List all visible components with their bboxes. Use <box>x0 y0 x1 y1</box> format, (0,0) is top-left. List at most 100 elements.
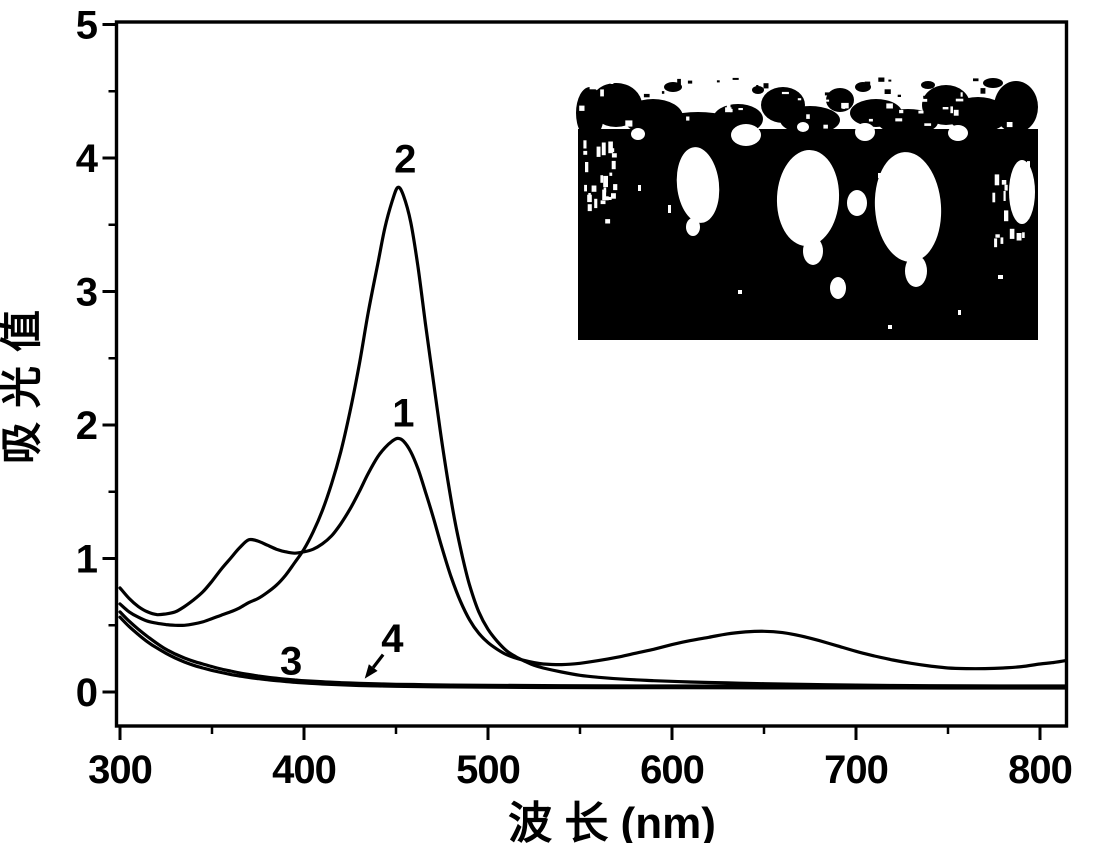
inset-speckle <box>841 102 849 109</box>
inset-speckle <box>923 95 927 98</box>
inset-speckle <box>732 77 739 80</box>
inset-speckle <box>953 109 959 116</box>
inset-streak-left <box>591 185 597 192</box>
inset-streak-right <box>1022 206 1025 217</box>
inset-canopy-blob <box>983 78 1003 88</box>
y-tick-label: 2 <box>76 404 98 448</box>
inset-speckle <box>925 82 929 85</box>
inset-dot <box>808 165 811 169</box>
inset-speckle <box>686 116 690 121</box>
inset-streak-left <box>602 189 607 201</box>
inset-dot <box>998 275 1003 279</box>
inset-speckle <box>784 82 792 86</box>
inset-streak-left <box>584 184 587 192</box>
inset-dot <box>668 205 671 213</box>
inset-streak-right <box>1000 237 1004 244</box>
inset-speckle <box>991 84 994 88</box>
inset-speckle <box>842 106 846 109</box>
inset-speckle <box>895 118 903 122</box>
axes-frame <box>114 20 1069 728</box>
inset-streak-left <box>608 196 612 200</box>
y-tick-label: 5 <box>76 4 98 48</box>
inset-speckle <box>579 105 585 111</box>
inset-speckle <box>625 120 633 127</box>
inset-streak-right <box>1003 191 1006 201</box>
inset-speckle <box>864 81 871 85</box>
inset-speckle <box>600 89 604 97</box>
x-tick-label: 400 <box>272 748 336 792</box>
x-axis-label: 波 长 (nm) <box>508 799 716 843</box>
inset-dot <box>888 325 892 329</box>
inset-streak-right <box>995 234 1000 238</box>
inset-dot <box>783 195 787 201</box>
inset-speckle <box>770 90 777 96</box>
inset-streak-left <box>613 184 618 191</box>
inset-streak-right <box>1009 228 1015 239</box>
inset-dot <box>638 185 641 191</box>
inset-speckle <box>661 91 665 94</box>
inset-streak-left <box>609 172 613 176</box>
inset-streak-right <box>1027 161 1030 173</box>
inset-speckle <box>814 100 820 104</box>
inset-streak-right <box>1030 179 1034 184</box>
inset-speckle <box>918 110 924 114</box>
inset-streak-left <box>605 219 611 224</box>
inset-streak-right <box>1016 233 1022 241</box>
plot-frame <box>114 20 1069 728</box>
curve-label-3: 3 <box>280 640 302 684</box>
x-tick-label: 700 <box>824 748 888 792</box>
inset-streak-left <box>608 141 613 154</box>
inset-highlight <box>686 218 700 236</box>
x-tick-label: 600 <box>640 748 704 792</box>
inset-streak-right <box>1001 180 1007 185</box>
inset-speckle <box>980 88 986 94</box>
inset-canopy-blob <box>826 88 854 112</box>
curve-4 <box>118 615 1068 690</box>
inset-speckle <box>924 123 932 126</box>
inset-dot <box>738 290 742 294</box>
x-tick-label: 500 <box>456 748 520 792</box>
inset-speckle <box>756 85 759 89</box>
inset-streak-right <box>994 174 1000 186</box>
inset-speckle <box>781 91 789 95</box>
inset-streak-right <box>994 238 998 248</box>
inset-canopy-blob <box>994 81 1038 133</box>
inset-streak-left <box>611 160 616 170</box>
inset-dot <box>878 173 883 178</box>
inset-dot <box>840 280 844 287</box>
inset-speckle <box>797 98 802 101</box>
inset-speckle <box>763 83 769 89</box>
inset-speckle <box>942 107 949 110</box>
inset-canopy-blob <box>948 97 1008 133</box>
inset-notch <box>731 124 761 146</box>
curve-3 <box>118 610 1068 689</box>
curve-label-2: 2 <box>394 138 416 182</box>
inset-streak-left <box>594 198 598 209</box>
inset-reflection-1 <box>676 147 720 223</box>
inset-speckle <box>960 92 963 97</box>
inset-streak-left <box>585 162 589 173</box>
inset-notch <box>948 125 968 141</box>
inset-speckle <box>920 98 928 102</box>
inset-streak-right <box>1027 172 1030 179</box>
inset-reflection-2 <box>776 150 840 246</box>
tick-labels: 300 400 500 600 700 800 0 1 2 3 4 5 <box>76 4 1073 793</box>
inset-speckle <box>897 94 901 97</box>
inset-speckle <box>589 86 598 90</box>
y-tick-label: 0 <box>76 671 98 715</box>
inset-photo <box>576 75 1038 340</box>
inset-speckle <box>950 93 957 96</box>
inset-notch <box>855 123 875 141</box>
inset-speckle <box>898 102 901 105</box>
label-4-arrow-line <box>371 653 385 669</box>
inset-speckle <box>886 103 893 109</box>
curve-1 <box>118 436 1068 671</box>
inset-speckle <box>726 103 731 111</box>
y-tick-label: 4 <box>76 137 99 181</box>
spectra-curves <box>118 185 1068 690</box>
inset-canopy-blob <box>878 109 938 135</box>
curve-number-labels: 2 1 3 4 <box>280 138 416 684</box>
inset-streak-right <box>1014 185 1017 196</box>
